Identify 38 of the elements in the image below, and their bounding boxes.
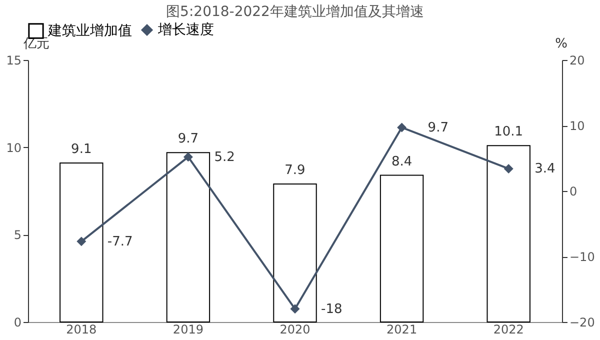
y2-axis-title: % bbox=[555, 36, 568, 52]
legend-label: 建筑业增加值 bbox=[47, 23, 132, 39]
point bbox=[76, 236, 86, 246]
bar bbox=[486, 145, 530, 322]
bar bbox=[273, 184, 317, 322]
x-tick-label: 2022 bbox=[493, 322, 524, 336]
data-label: 5.2 bbox=[214, 150, 235, 165]
x-tick-label: 2021 bbox=[386, 322, 418, 336]
bar bbox=[60, 162, 104, 322]
data-label: 3.4 bbox=[534, 162, 556, 177]
chart-title: 图5:2018-2022年建筑业增加值及其增速 bbox=[166, 4, 424, 20]
y2-tick-label: −10 bbox=[570, 250, 595, 264]
data-label: -18 bbox=[321, 302, 342, 317]
point bbox=[504, 164, 514, 174]
data-label: -7.7 bbox=[107, 234, 133, 250]
data-label: 9.7 bbox=[178, 132, 199, 147]
y-tick-label: 5 bbox=[14, 228, 22, 242]
y-tick-label: 0 bbox=[14, 316, 22, 330]
point bbox=[290, 304, 300, 314]
point bbox=[397, 122, 407, 132]
data-label: 7.9 bbox=[284, 163, 306, 178]
bar bbox=[380, 174, 424, 322]
y-tick-label: 10 bbox=[6, 140, 22, 155]
x-tick-label: 2018 bbox=[66, 322, 97, 336]
x-tick-label: 2019 bbox=[172, 322, 204, 336]
y2-tick-label: −20 bbox=[570, 316, 595, 330]
x-tick-label: 2020 bbox=[280, 322, 310, 336]
data-label: 8.4 bbox=[391, 154, 412, 170]
legend-label: 增长速度 bbox=[157, 22, 214, 38]
bar bbox=[166, 152, 210, 322]
y2-tick-label: 20 bbox=[570, 54, 585, 68]
y2-tick-label: 0 bbox=[570, 184, 578, 198]
data-label: 9.1 bbox=[71, 142, 92, 158]
data-label: 10.1 bbox=[494, 124, 524, 140]
point bbox=[183, 152, 193, 162]
y-tick-label: 15 bbox=[6, 54, 22, 68]
data-label: 9.7 bbox=[428, 120, 448, 136]
y2-tick-label: 10 bbox=[570, 119, 585, 133]
